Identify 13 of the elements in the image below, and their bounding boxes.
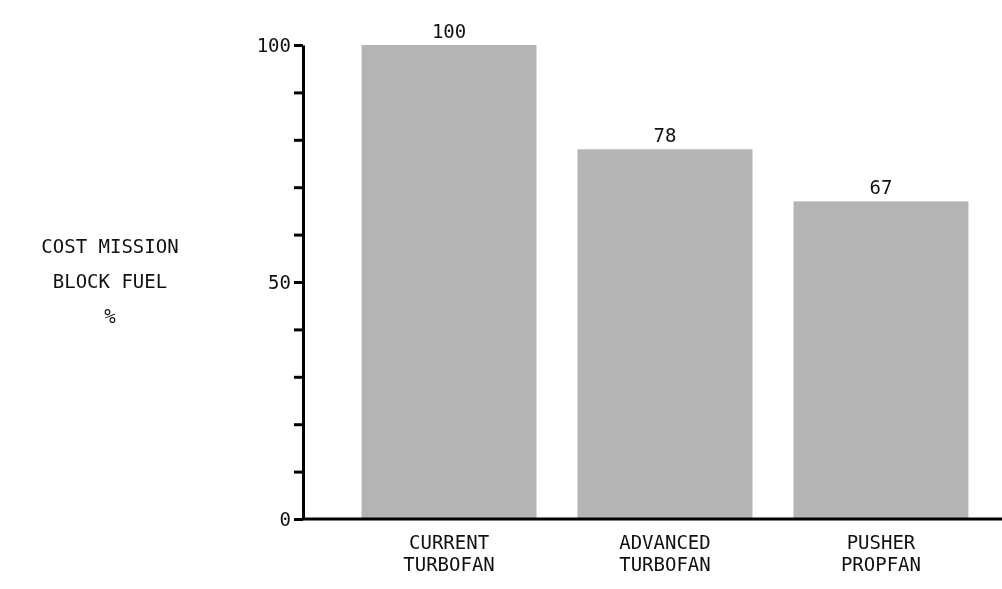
bar xyxy=(793,201,969,519)
x-tick-label: ADVANCED TURBOFAN xyxy=(619,531,711,575)
y-tick-label: 100 xyxy=(256,33,291,56)
y-axis-title: COST MISSION BLOCK FUEL % xyxy=(41,235,179,327)
y-tick-label: 50 xyxy=(268,270,291,293)
bar xyxy=(361,45,537,519)
x-tick-label: CURRENT TURBOFAN xyxy=(403,531,495,575)
y-tick-label: 0 xyxy=(279,507,291,530)
data-label: 67 xyxy=(869,176,893,199)
data-label: 100 xyxy=(431,20,467,42)
data-label: 78 xyxy=(653,124,677,147)
bar xyxy=(577,149,753,519)
x-tick-label: PUSHER PROPFAN xyxy=(840,531,921,575)
